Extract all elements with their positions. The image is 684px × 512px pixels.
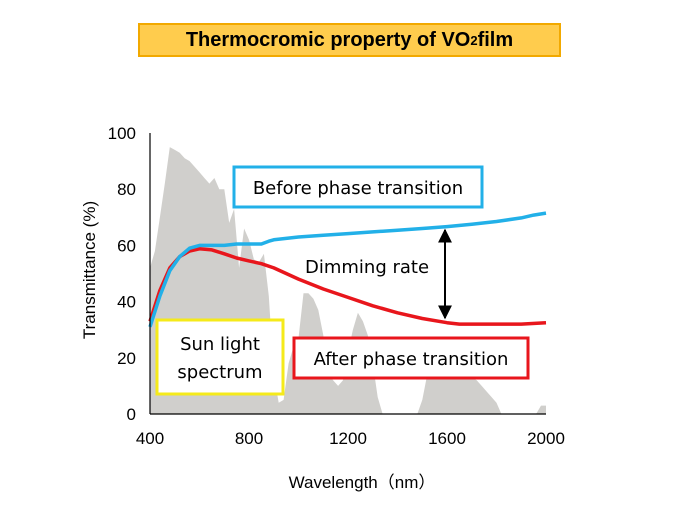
title-text: Thermocromic property of VO: [185, 28, 471, 51]
sun-label-line1: Sun light: [180, 334, 260, 355]
x-tick-label-0: 400: [136, 429, 164, 448]
axes: [149, 133, 546, 415]
x-tick-label-4: 2000: [527, 429, 565, 448]
y-tick-label-4: 80: [117, 180, 136, 199]
x-tick-label-2: 1200: [329, 429, 367, 448]
after-label: After phase transition: [314, 349, 509, 370]
y-tick-label-5: 100: [108, 124, 136, 143]
y-tick-label-1: 20: [117, 349, 136, 368]
before-label: Before phase transition: [253, 178, 463, 199]
series-after-line: [148, 247, 547, 326]
title-suffix: film: [477, 28, 514, 51]
x-tick-label-3: 1600: [428, 429, 466, 448]
y-tick-label-0: 0: [127, 405, 136, 424]
x-ticks: 400 800 1200 1600 2000: [136, 429, 565, 448]
before-label-box: [232, 165, 484, 209]
x-axis-label: Wavelength（nm）: [289, 473, 436, 492]
after-label-box: [292, 336, 530, 380]
series-before-line: [148, 211, 547, 328]
dimming-label: Dimming rate: [305, 257, 429, 278]
x-tick-label-1: 800: [235, 429, 263, 448]
chart-title: Thermocromic property of VO 2 film: [138, 23, 561, 57]
y-axis-label: Transmittance (%): [80, 201, 99, 339]
y-tick-label-3: 60: [117, 236, 136, 255]
sun-label-line2: spectrum: [177, 362, 262, 383]
y-tick-label-2: 40: [117, 293, 136, 312]
sun-label-box: [155, 318, 285, 396]
y-ticks: 0 20 40 60 80 100: [108, 124, 136, 424]
title-subscript: 2: [470, 32, 478, 48]
